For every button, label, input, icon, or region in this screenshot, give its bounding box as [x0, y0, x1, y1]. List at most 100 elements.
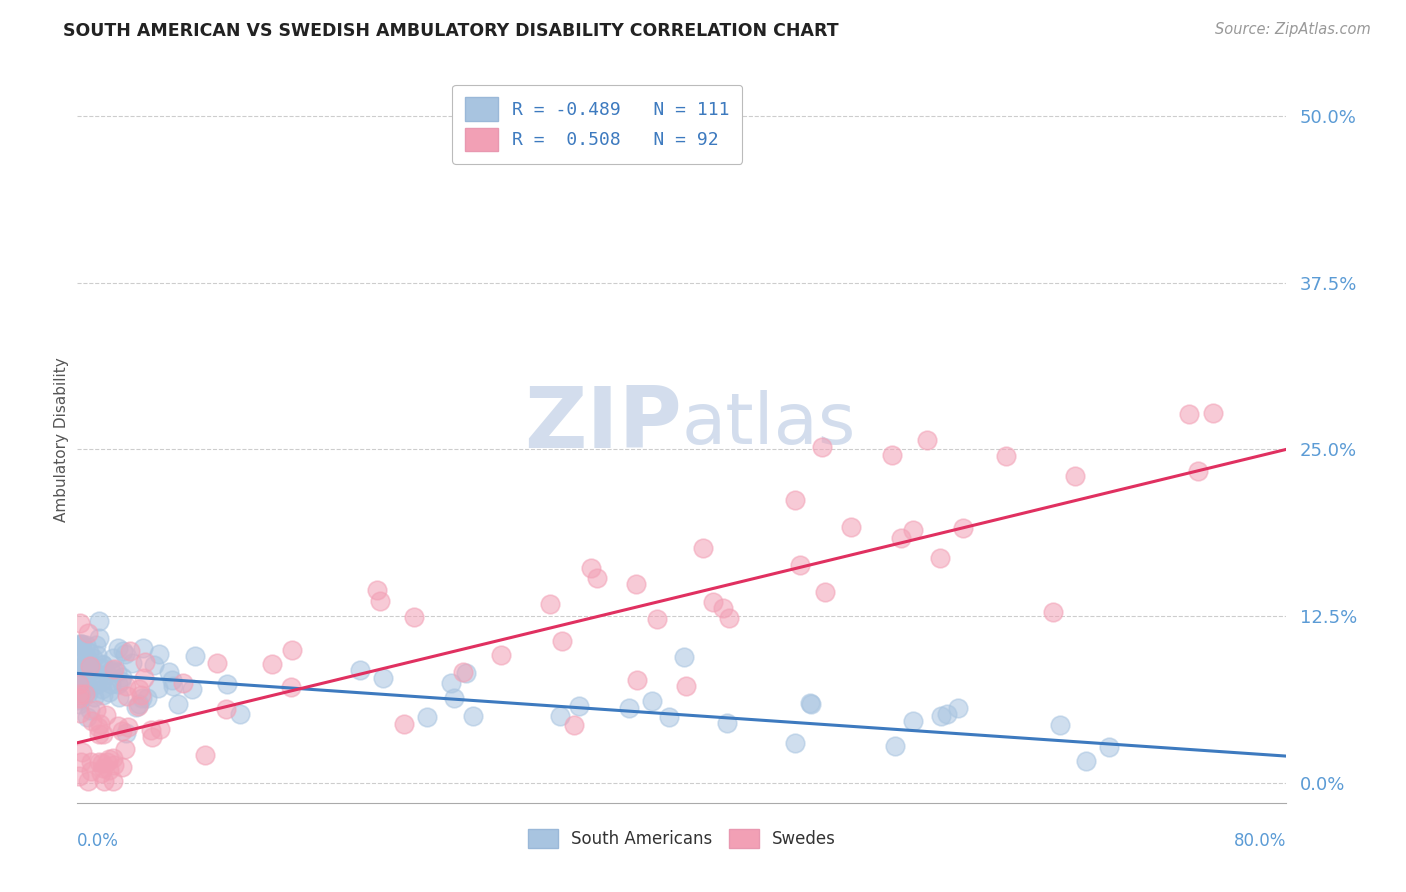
Point [901, 714, 924, 729]
Point [90, 682, 112, 697]
Point [86, 677, 108, 691]
Point [100, 676, 122, 690]
Point [440, 675, 463, 690]
Point [103, 774, 125, 789]
Y-axis label: Ambulatory Disability: Ambulatory Disability [53, 357, 69, 522]
Point [73, 659, 96, 673]
Point [108, 690, 131, 705]
Point [1187, 464, 1209, 478]
Point [101, 664, 124, 678]
Point [1098, 739, 1121, 754]
Point [718, 611, 741, 625]
Point [948, 701, 970, 715]
Point [131, 641, 153, 656]
Point [1049, 718, 1071, 732]
Point [262, 657, 284, 672]
Point [80, 764, 103, 778]
Point [799, 696, 821, 710]
Point [82, 663, 104, 677]
Point [79, 703, 101, 717]
Point [564, 718, 586, 732]
Point [134, 655, 156, 669]
Point [491, 648, 513, 663]
Point [100, 664, 122, 678]
Point [141, 730, 163, 744]
Point [79, 656, 101, 670]
Point [69, 653, 91, 667]
Point [129, 688, 152, 702]
Point [79, 645, 101, 659]
Point [811, 440, 834, 454]
Point [76, 667, 98, 681]
Point [76, 626, 98, 640]
Point [675, 679, 697, 693]
Point [69, 687, 91, 701]
Point [91, 688, 114, 702]
Point [903, 523, 925, 537]
Point [402, 610, 425, 624]
Point [952, 521, 974, 535]
Point [148, 648, 170, 662]
Point [141, 723, 163, 738]
Point [107, 641, 129, 656]
Point [75, 655, 97, 669]
Point [368, 593, 391, 607]
Point [692, 541, 714, 555]
Point [121, 656, 143, 670]
Point [103, 662, 125, 676]
Point [115, 726, 138, 740]
Point [93, 774, 115, 789]
Point [67, 698, 90, 712]
Point [1064, 468, 1087, 483]
Point [70, 637, 93, 651]
Point [69, 691, 91, 706]
Point [87, 755, 110, 769]
Point [127, 698, 149, 713]
Point [550, 709, 572, 723]
Point [107, 719, 129, 733]
Point [110, 760, 132, 774]
Point [118, 644, 141, 658]
Point [228, 706, 250, 721]
Point [67, 674, 90, 689]
Point [883, 739, 905, 753]
Point [641, 694, 664, 708]
Point [626, 673, 648, 688]
Point [789, 558, 811, 572]
Legend: South Americans, Swedes: South Americans, Swedes [519, 821, 845, 856]
Point [70, 637, 93, 651]
Point [132, 671, 155, 685]
Point [73, 687, 96, 701]
Point [80, 675, 103, 690]
Point [280, 643, 302, 657]
Point [69, 706, 91, 720]
Point [67, 673, 90, 687]
Point [114, 679, 136, 693]
Point [67, 636, 90, 650]
Point [67, 679, 90, 693]
Point [194, 747, 217, 762]
Point [1076, 754, 1098, 768]
Text: Source: ZipAtlas.com: Source: ZipAtlas.com [1215, 22, 1371, 37]
Point [117, 689, 139, 703]
Point [107, 677, 129, 691]
Point [91, 657, 114, 672]
Point [184, 648, 207, 663]
Point [67, 690, 90, 705]
Point [76, 657, 98, 672]
Point [67, 692, 90, 706]
Point [80, 755, 103, 769]
Point [89, 727, 111, 741]
Point [69, 615, 91, 630]
Point [72, 665, 94, 679]
Point [96, 708, 118, 723]
Point [453, 665, 475, 679]
Point [617, 701, 640, 715]
Point [162, 673, 184, 687]
Point [72, 673, 94, 687]
Point [890, 532, 912, 546]
Point [785, 492, 807, 507]
Point [72, 673, 94, 687]
Point [645, 612, 668, 626]
Point [215, 702, 238, 716]
